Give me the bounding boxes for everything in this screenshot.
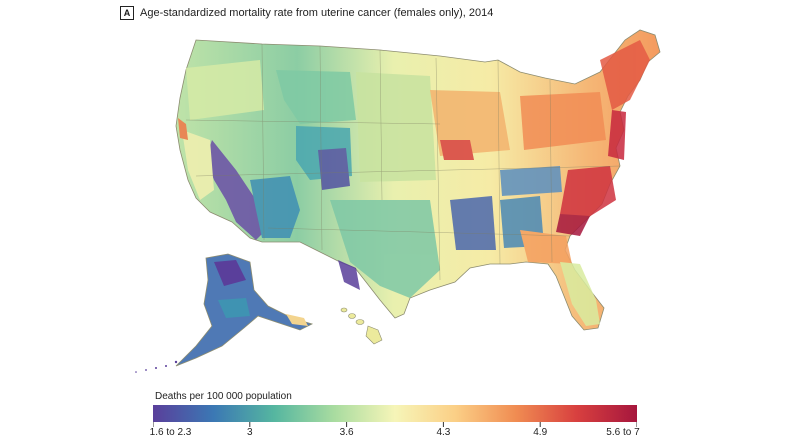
legend-tick-label: 1.6 to 2.3: [149, 427, 192, 438]
figure-title: Age-standardized mortality rate from ute…: [140, 7, 494, 19]
choropleth-map: [135, 29, 661, 373]
legend-tick-label: 4.9: [533, 427, 548, 438]
aleutian-islands: [135, 360, 178, 373]
panel-letter: A: [120, 6, 134, 20]
legend-color-bar: [153, 405, 637, 422]
legend-title: Deaths per 100 000 population: [155, 391, 292, 402]
map-regions: [178, 40, 650, 326]
legend-tick-label: 5.6 to 7: [606, 427, 640, 438]
hawaii: [340, 307, 383, 345]
figure-header: A Age-standardized mortality rate from u…: [120, 6, 493, 20]
legend-tick-label: 4.3: [436, 427, 451, 438]
legend-tick-label: 3: [247, 427, 253, 438]
state-boundaries: [185, 43, 621, 281]
legend-ticks: [153, 422, 637, 427]
legend-tick-label: 3.6: [339, 427, 354, 438]
